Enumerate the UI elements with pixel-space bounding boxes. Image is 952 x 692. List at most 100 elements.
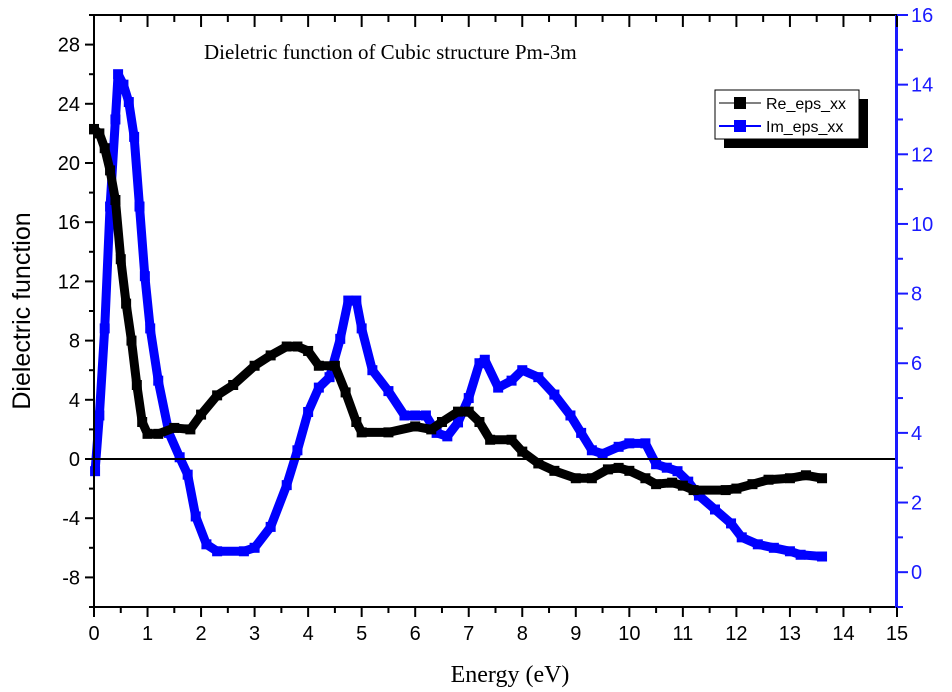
data-point-re-eps-xx — [169, 422, 180, 433]
data-point-im-eps-xx — [182, 469, 193, 480]
data-point-re-eps-xx — [549, 465, 560, 476]
data-point-im-eps-xx — [683, 476, 694, 487]
data-point-im-eps-xx — [105, 201, 116, 212]
data-point-re-eps-xx — [196, 409, 207, 420]
data-point-im-eps-xx — [249, 542, 260, 553]
data-point-re-eps-xx — [800, 470, 811, 481]
data-point-re-eps-xx — [677, 480, 688, 491]
legend-re-label: Re_eps_xx — [766, 96, 846, 113]
data-point-re-eps-xx — [265, 350, 276, 361]
x-tick-label: 1 — [142, 623, 153, 645]
data-point-im-eps-xx — [709, 504, 720, 515]
x-tick-label: 9 — [570, 623, 581, 645]
data-point-re-eps-xx — [533, 458, 544, 469]
data-point-re-eps-xx — [142, 428, 153, 439]
data-point-im-eps-xx — [356, 323, 367, 334]
data-point-im-eps-xx — [597, 448, 608, 459]
y-right-tick-label: 8 — [911, 284, 922, 306]
data-point-im-eps-xx — [640, 438, 651, 449]
data-point-im-eps-xx — [493, 382, 504, 393]
x-tick-label: 6 — [410, 623, 421, 645]
y-left-tick-label: 8 — [69, 331, 80, 353]
data-point-im-eps-xx — [442, 431, 453, 442]
y-left-tick-label: 20 — [58, 153, 80, 175]
data-point-im-eps-xx — [624, 438, 635, 449]
data-point-im-eps-xx — [784, 546, 795, 557]
y-left-tick-label: 0 — [69, 449, 80, 471]
data-point-re-eps-xx — [351, 417, 362, 427]
data-point-im-eps-xx — [506, 375, 517, 386]
data-point-im-eps-xx — [768, 542, 779, 553]
data-point-re-eps-xx — [126, 335, 137, 346]
y-axis-label: Dielectric function — [8, 212, 36, 409]
y-right-tick-label: 6 — [911, 353, 922, 375]
y-left-tick-label: 16 — [58, 212, 80, 234]
data-point-im-eps-xx — [94, 410, 105, 421]
data-point-im-eps-xx — [586, 445, 597, 456]
data-point-im-eps-xx — [281, 480, 292, 491]
data-point-im-eps-xx — [651, 459, 662, 470]
data-point-re-eps-xx — [463, 406, 474, 417]
data-point-im-eps-xx — [576, 427, 587, 438]
data-point-re-eps-xx — [356, 427, 367, 438]
data-point-im-eps-xx — [661, 462, 672, 473]
data-point-im-eps-xx — [134, 201, 145, 212]
y-right-tick-label: 16 — [911, 5, 933, 27]
x-tick-label: 7 — [463, 623, 474, 645]
y-right-tick-label: 0 — [911, 562, 922, 584]
data-point-im-eps-xx — [565, 410, 576, 421]
data-point-re-eps-xx — [688, 485, 699, 496]
data-point-im-eps-xx — [90, 466, 101, 477]
data-point-im-eps-xx — [129, 131, 140, 142]
series-line-re-eps-xx — [91, 125, 823, 495]
data-point-im-eps-xx — [212, 546, 223, 557]
data-point-re-eps-xx — [784, 473, 795, 484]
series-layer — [89, 69, 828, 562]
data-point-re-eps-xx — [410, 421, 421, 432]
data-point-im-eps-xx — [123, 97, 134, 108]
legend-im-label: Im_eps_xx — [766, 119, 843, 136]
data-point-im-eps-xx — [453, 417, 464, 428]
data-point-re-eps-xx — [313, 360, 324, 371]
data-point-re-eps-xx — [137, 417, 148, 427]
data-point-re-eps-xx — [731, 483, 742, 494]
data-point-re-eps-xx — [249, 360, 260, 371]
data-point-im-eps-xx — [238, 546, 249, 557]
x-tick-label: 3 — [249, 623, 260, 645]
data-point-re-eps-xx — [153, 428, 164, 439]
y-left-tick-label: 12 — [58, 271, 80, 293]
x-tick-label: 14 — [832, 623, 854, 645]
data-point-im-eps-xx — [190, 511, 201, 522]
y-left-tick-label: -4 — [62, 508, 80, 530]
x-tick-label: 15 — [886, 623, 908, 645]
data-point-re-eps-xx — [640, 473, 651, 484]
legend: Re_eps_xx Im_eps_xx — [714, 89, 868, 148]
x-tick-label: 13 — [779, 623, 801, 645]
data-point-im-eps-xx — [410, 410, 421, 421]
data-point-re-eps-xx — [99, 143, 110, 154]
data-point-re-eps-xx — [228, 380, 239, 390]
data-point-im-eps-xx — [736, 532, 747, 543]
legend-re-marker — [734, 97, 746, 109]
y-right-tick-label: 2 — [911, 493, 922, 515]
data-point-re-eps-xx — [94, 128, 105, 139]
data-point-re-eps-xx — [281, 341, 292, 352]
data-point-im-eps-xx — [474, 358, 485, 369]
y-left-tick-label: -8 — [62, 567, 80, 589]
x-tick-label: 0 — [88, 623, 99, 645]
data-point-im-eps-xx — [533, 372, 544, 383]
ticks-layer: 0 1 2 3 4 5 6 7 8 9 10 11 12 13 14 15-8-404812162024280… — [58, 5, 934, 645]
data-point-im-eps-xx — [399, 410, 410, 421]
data-point-re-eps-xx — [131, 380, 142, 390]
data-point-re-eps-xx — [624, 465, 635, 476]
data-point-im-eps-xx — [613, 441, 624, 452]
chart-title: Dieletric function of Cubic structure Pm… — [204, 40, 577, 64]
data-point-re-eps-xx — [586, 473, 597, 484]
data-point-re-eps-xx — [329, 360, 340, 371]
data-point-im-eps-xx — [118, 79, 129, 90]
y-right-tick-label: 14 — [911, 75, 933, 97]
data-point-re-eps-xx — [303, 345, 314, 356]
data-point-re-eps-xx — [570, 473, 581, 484]
data-point-im-eps-xx — [479, 354, 490, 365]
